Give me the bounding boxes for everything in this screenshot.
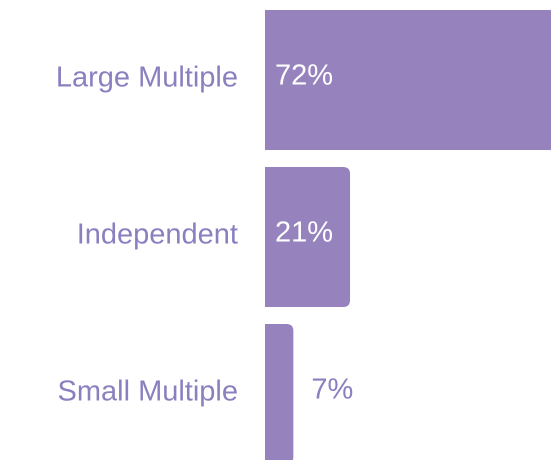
category-label: Large Multiple <box>56 62 238 94</box>
value-label: 72% <box>275 60 333 92</box>
bar <box>265 167 351 307</box>
value-label: 21% <box>275 217 333 249</box>
value-label: 7% <box>311 374 353 406</box>
category-label: Independent <box>77 219 238 251</box>
category-label: Small Multiple <box>58 376 239 408</box>
bar <box>265 10 551 150</box>
bar <box>265 324 294 460</box>
